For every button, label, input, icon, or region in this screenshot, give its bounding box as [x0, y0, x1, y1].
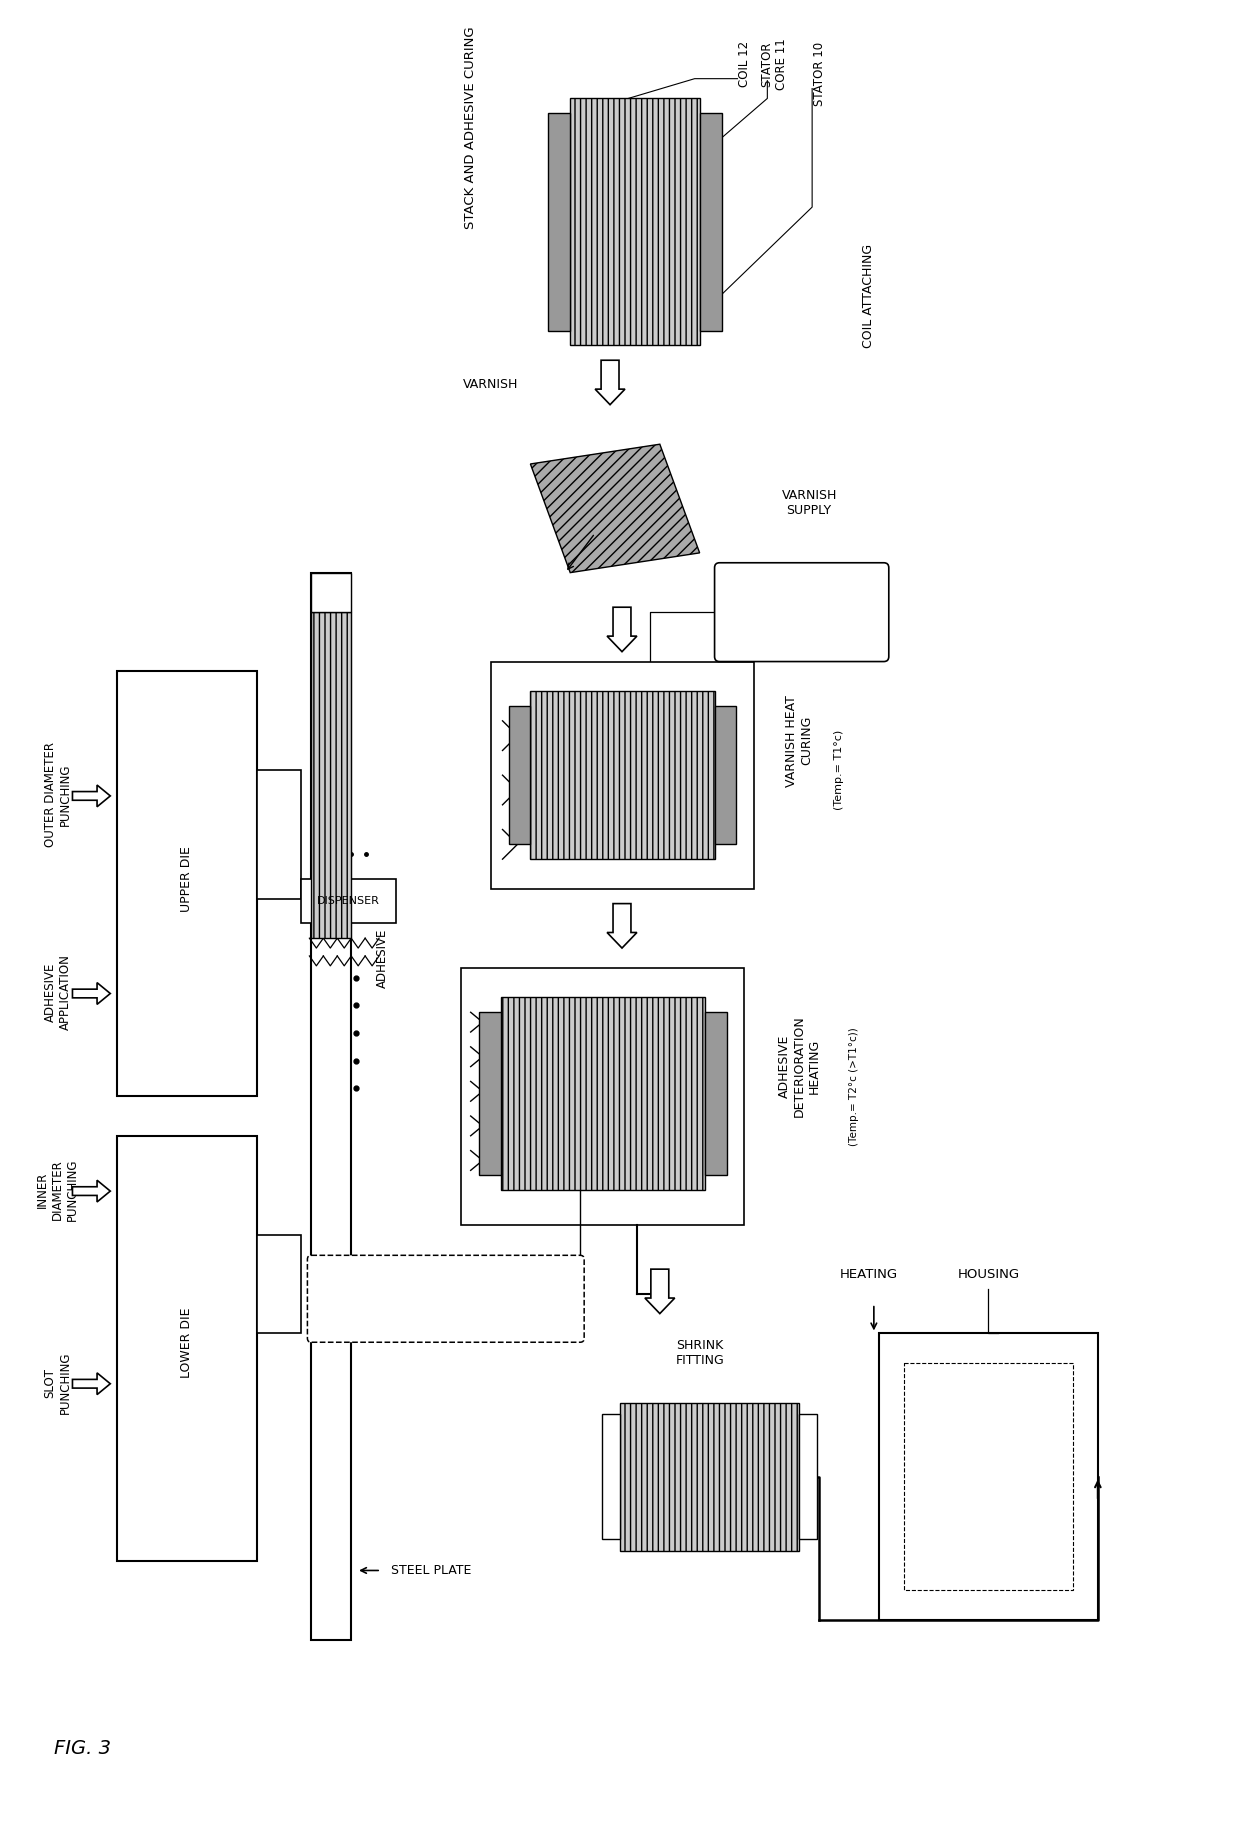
Text: HOUSING: HOUSING: [957, 1267, 1019, 1280]
Text: (Temp.= T2°c (>T1°c)): (Temp.= T2°c (>T1°c)): [849, 1026, 859, 1146]
Bar: [704, 1011, 727, 1175]
Bar: [714, 706, 737, 844]
Text: ADHESIVE: ADHESIVE: [376, 929, 389, 988]
Bar: [311, 612, 351, 938]
Bar: [301, 879, 396, 923]
Text: VARNISH HEAT
CURING: VARNISH HEAT CURING: [785, 695, 813, 787]
Bar: [620, 1403, 800, 1550]
Polygon shape: [595, 360, 625, 405]
Text: ADHESIVE
DETERIORATION
HEATING: ADHESIVE DETERIORATION HEATING: [777, 1015, 821, 1118]
Text: *VARNISH DECOLORING: *VARNISH DECOLORING: [379, 1309, 512, 1319]
Polygon shape: [608, 607, 637, 651]
Polygon shape: [72, 1181, 110, 1203]
Bar: [603, 1414, 620, 1539]
Bar: [531, 691, 714, 859]
Bar: [548, 114, 570, 331]
Text: VARNISH
SUPPLY: VARNISH SUPPLY: [781, 489, 837, 517]
Bar: [257, 771, 301, 899]
Bar: [479, 1011, 501, 1175]
Bar: [311, 572, 351, 1640]
Text: LOWER DIE: LOWER DIE: [181, 1308, 193, 1379]
Text: STACK AND ADHESIVE CURING: STACK AND ADHESIVE CURING: [464, 28, 477, 230]
Text: STEEL PLATE: STEEL PLATE: [391, 1563, 471, 1578]
Polygon shape: [531, 445, 699, 572]
FancyBboxPatch shape: [714, 563, 889, 662]
Bar: [570, 99, 699, 346]
Text: OUTER DIAMETER
PUNCHING: OUTER DIAMETER PUNCHING: [43, 743, 72, 848]
Bar: [879, 1333, 1097, 1620]
Text: (Temp.= T1°c): (Temp.= T1°c): [835, 730, 844, 811]
Bar: [118, 671, 257, 1096]
Text: COIL ATTACHING: COIL ATTACHING: [862, 245, 875, 348]
Polygon shape: [608, 903, 637, 949]
FancyBboxPatch shape: [308, 1256, 584, 1342]
Polygon shape: [72, 785, 110, 807]
Text: VARNISH: VARNISH: [463, 379, 518, 392]
Bar: [699, 114, 722, 331]
Text: UPPER DIE: UPPER DIE: [181, 846, 193, 912]
Text: HEATING: HEATING: [839, 1267, 898, 1280]
Text: SHRINK
FITTING: SHRINK FITTING: [676, 1339, 724, 1366]
Bar: [508, 706, 531, 844]
Text: STATOR
CORE 11: STATOR CORE 11: [760, 39, 789, 90]
Text: FIG. 3: FIG. 3: [53, 1740, 110, 1758]
Text: COIL 12: COIL 12: [738, 40, 751, 86]
Bar: [118, 1137, 257, 1561]
Bar: [311, 572, 351, 612]
Text: DISPENSER: DISPENSER: [316, 896, 379, 905]
Bar: [491, 662, 754, 888]
Bar: [800, 1414, 817, 1539]
Text: *ADHESIVE DETERIORATION: *ADHESIVE DETERIORATION: [368, 1284, 523, 1295]
Text: ADHESIVE
APPLICATION: ADHESIVE APPLICATION: [43, 954, 72, 1030]
Polygon shape: [72, 1374, 110, 1394]
Text: STATOR 10: STATOR 10: [812, 42, 826, 107]
Text: ADHESIVE
DETERIORA
-TION: ADHESIVE DETERIORA -TION: [768, 590, 835, 634]
Polygon shape: [645, 1269, 675, 1313]
Bar: [501, 997, 704, 1190]
Polygon shape: [72, 982, 110, 1004]
Bar: [257, 1234, 301, 1333]
Text: SLOT
PUNCHING: SLOT PUNCHING: [43, 1352, 72, 1414]
Text: INNER
DIAMETER
PUNCHING: INNER DIAMETER PUNCHING: [36, 1159, 79, 1221]
Bar: [461, 967, 744, 1225]
FancyBboxPatch shape: [904, 1363, 1073, 1591]
